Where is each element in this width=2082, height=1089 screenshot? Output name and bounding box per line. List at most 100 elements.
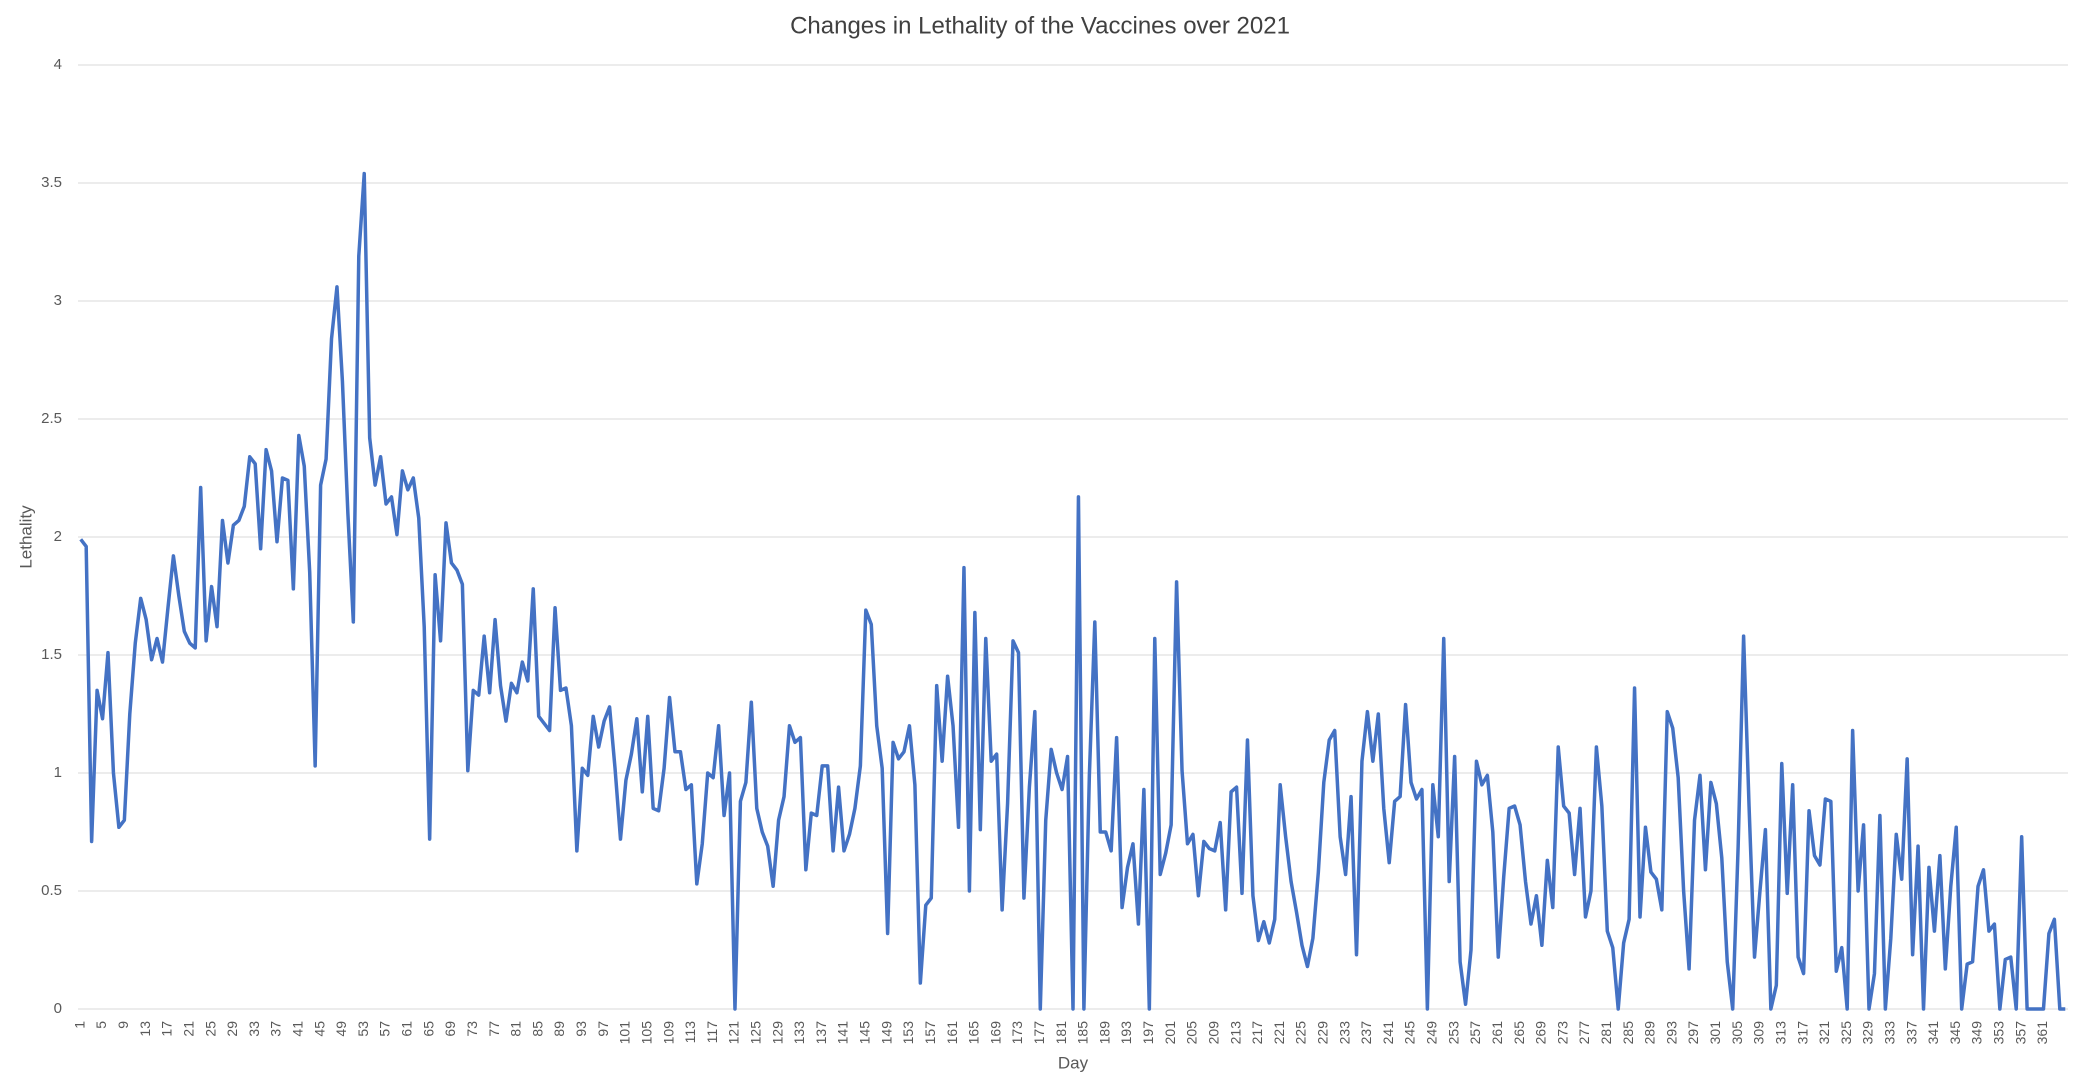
x-tick-label: 109 — [660, 1021, 676, 1045]
x-tick-label: 309 — [1751, 1021, 1767, 1045]
x-tick-label: 5 — [93, 1021, 109, 1029]
x-tick-label: 49 — [333, 1021, 349, 1037]
x-tick-label: 9 — [115, 1021, 131, 1029]
x-axis-title: Day — [1058, 1053, 1089, 1072]
x-tick-label: 101 — [617, 1021, 633, 1045]
x-tick-label: 265 — [1511, 1021, 1527, 1045]
x-tick-label: 361 — [2034, 1021, 2050, 1045]
x-tick-label: 277 — [1576, 1021, 1592, 1045]
x-tick-label: 29 — [224, 1021, 240, 1037]
y-axis-title: Lethality — [16, 505, 35, 569]
y-tick-label: 1 — [54, 764, 62, 781]
y-tick-label: 2 — [54, 528, 62, 545]
x-tick-label: 89 — [551, 1021, 567, 1037]
x-tick-label: 53 — [355, 1021, 371, 1037]
x-tick-label: 181 — [1053, 1021, 1069, 1045]
x-tick-label: 17 — [159, 1021, 175, 1037]
x-tick-label: 337 — [1903, 1021, 1919, 1045]
x-tick-label: 257 — [1467, 1021, 1483, 1045]
x-tick-label: 173 — [1009, 1021, 1025, 1045]
x-tick-label: 45 — [311, 1021, 327, 1037]
x-tick-label: 301 — [1707, 1021, 1723, 1045]
x-tick-label: 33 — [246, 1021, 262, 1037]
x-tick-label: 169 — [987, 1021, 1003, 1045]
x-tick-label: 185 — [1075, 1021, 1091, 1045]
x-tick-label: 37 — [268, 1021, 284, 1037]
x-tick-label: 269 — [1533, 1021, 1549, 1045]
x-tick-label: 25 — [202, 1021, 218, 1037]
x-tick-label: 93 — [573, 1021, 589, 1037]
x-tick-label: 245 — [1402, 1021, 1418, 1045]
x-tick-label: 313 — [1772, 1021, 1788, 1045]
x-tick-label: 285 — [1620, 1021, 1636, 1045]
x-tick-label: 13 — [137, 1021, 153, 1037]
x-tick-label: 345 — [1947, 1021, 1963, 1045]
x-tick-label: 241 — [1380, 1021, 1396, 1045]
y-tick-label: 0 — [54, 1000, 62, 1017]
x-tick-label: 177 — [1031, 1021, 1047, 1045]
x-tick-label: 213 — [1227, 1021, 1243, 1045]
x-tick-label: 253 — [1445, 1021, 1461, 1045]
chart-title: Changes in Lethality of the Vaccines ove… — [790, 12, 1290, 39]
x-tick-label: 73 — [464, 1021, 480, 1037]
x-tick-label: 125 — [747, 1021, 763, 1045]
x-tick-label: 165 — [966, 1021, 982, 1045]
x-tick-label: 221 — [1271, 1021, 1287, 1045]
x-tick-label: 297 — [1685, 1021, 1701, 1045]
y-tick-label: 3.5 — [41, 174, 62, 191]
x-tick-label: 133 — [791, 1021, 807, 1045]
x-tick-label: 305 — [1729, 1021, 1745, 1045]
x-tick-label: 129 — [769, 1021, 785, 1045]
y-tick-label: 1.5 — [41, 646, 62, 663]
x-tick-label: 81 — [508, 1021, 524, 1037]
x-tick-label: 329 — [1860, 1021, 1876, 1045]
y-tick-label: 3 — [54, 292, 62, 309]
x-tick-label: 317 — [1794, 1021, 1810, 1045]
x-tick-label: 197 — [1140, 1021, 1156, 1045]
x-tick-label: 117 — [704, 1021, 720, 1044]
y-tick-label: 0.5 — [41, 882, 62, 899]
x-tick-label: 41 — [290, 1021, 306, 1037]
x-tick-label: 77 — [486, 1021, 502, 1037]
x-tick-label: 149 — [878, 1021, 894, 1045]
x-tick-label: 217 — [1249, 1021, 1265, 1045]
x-tick-label: 341 — [1925, 1021, 1941, 1045]
x-tick-label: 141 — [835, 1021, 851, 1045]
x-tick-label: 161 — [944, 1021, 960, 1045]
x-tick-label: 189 — [1096, 1021, 1112, 1045]
x-tick-label: 97 — [595, 1021, 611, 1037]
x-tick-label: 249 — [1424, 1021, 1440, 1045]
x-tick-label: 281 — [1598, 1021, 1614, 1045]
x-tick-label: 321 — [1816, 1021, 1832, 1045]
x-tick-label: 21 — [180, 1021, 196, 1037]
x-tick-label: 209 — [1205, 1021, 1221, 1045]
x-tick-label: 357 — [2012, 1021, 2028, 1045]
y-tick-label: 2.5 — [41, 410, 62, 427]
x-tick-label: 57 — [377, 1021, 393, 1037]
x-tick-label: 225 — [1293, 1021, 1309, 1045]
x-tick-label: 1 — [71, 1021, 87, 1029]
x-tick-label: 233 — [1336, 1021, 1352, 1045]
x-tick-label: 61 — [399, 1021, 415, 1037]
x-tick-label: 145 — [857, 1021, 873, 1045]
x-tick-label: 157 — [922, 1021, 938, 1045]
x-tick-label: 289 — [1642, 1021, 1658, 1045]
x-tick-label: 293 — [1663, 1021, 1679, 1045]
x-tick-label: 113 — [682, 1021, 698, 1044]
x-tick-label: 65 — [420, 1021, 436, 1037]
x-tick-label: 105 — [638, 1021, 654, 1045]
x-tick-label: 205 — [1184, 1021, 1200, 1045]
x-tick-label: 85 — [529, 1021, 545, 1037]
data-line — [79, 171, 2066, 1011]
x-tick-label: 237 — [1358, 1021, 1374, 1045]
x-tick-label: 121 — [726, 1021, 742, 1045]
x-tick-label: 229 — [1314, 1021, 1330, 1045]
y-tick-label: 4 — [54, 56, 62, 73]
x-tick-label: 325 — [1838, 1021, 1854, 1045]
x-tick-label: 137 — [813, 1021, 829, 1045]
x-tick-label: 333 — [1882, 1021, 1898, 1045]
x-tick-label: 273 — [1554, 1021, 1570, 1045]
x-tick-label: 193 — [1118, 1021, 1134, 1045]
